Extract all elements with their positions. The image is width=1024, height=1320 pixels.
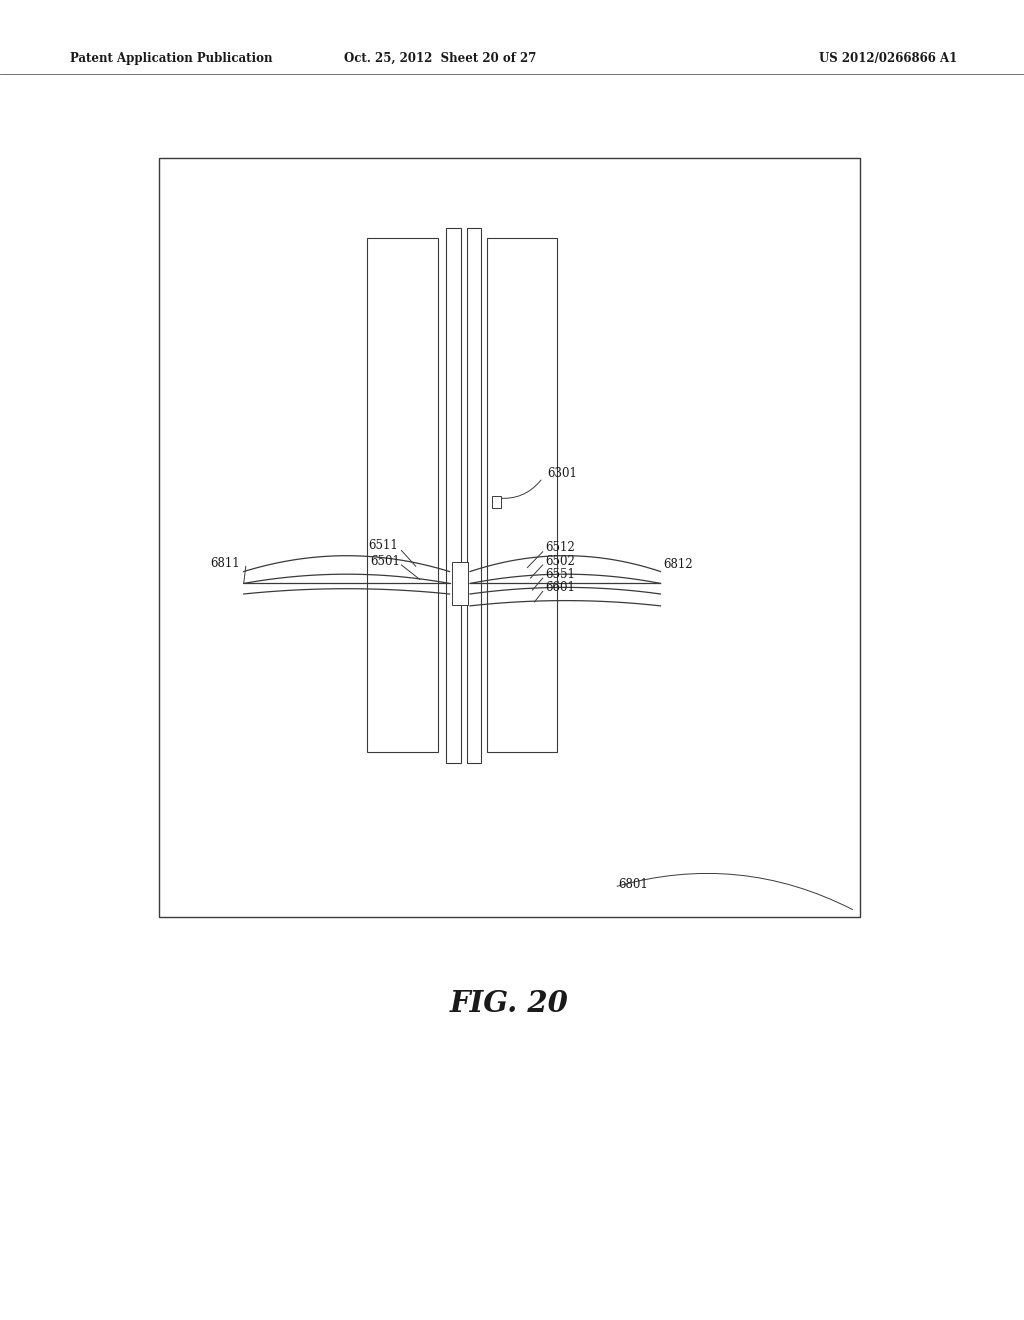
- Bar: [159, 158, 860, 917]
- Text: 6501: 6501: [371, 554, 400, 568]
- Bar: [467, 228, 481, 763]
- Bar: [492, 495, 502, 507]
- Text: 6812: 6812: [664, 558, 693, 572]
- Text: 6502: 6502: [545, 554, 574, 568]
- Text: 6512: 6512: [545, 541, 574, 554]
- Bar: [446, 228, 461, 763]
- Bar: [367, 238, 438, 752]
- Text: Oct. 25, 2012  Sheet 20 of 27: Oct. 25, 2012 Sheet 20 of 27: [344, 51, 537, 65]
- Text: 6811: 6811: [210, 557, 240, 570]
- Text: 6301: 6301: [547, 467, 577, 480]
- Text: FIG. 20: FIG. 20: [450, 989, 568, 1018]
- Bar: [452, 562, 468, 605]
- Text: 6551: 6551: [545, 568, 574, 581]
- Text: Patent Application Publication: Patent Application Publication: [70, 51, 272, 65]
- Text: 6801: 6801: [618, 878, 648, 891]
- Bar: [487, 238, 557, 752]
- Text: US 2012/0266866 A1: US 2012/0266866 A1: [819, 51, 957, 65]
- Text: 6511: 6511: [369, 539, 398, 552]
- Text: 6601: 6601: [545, 581, 574, 594]
